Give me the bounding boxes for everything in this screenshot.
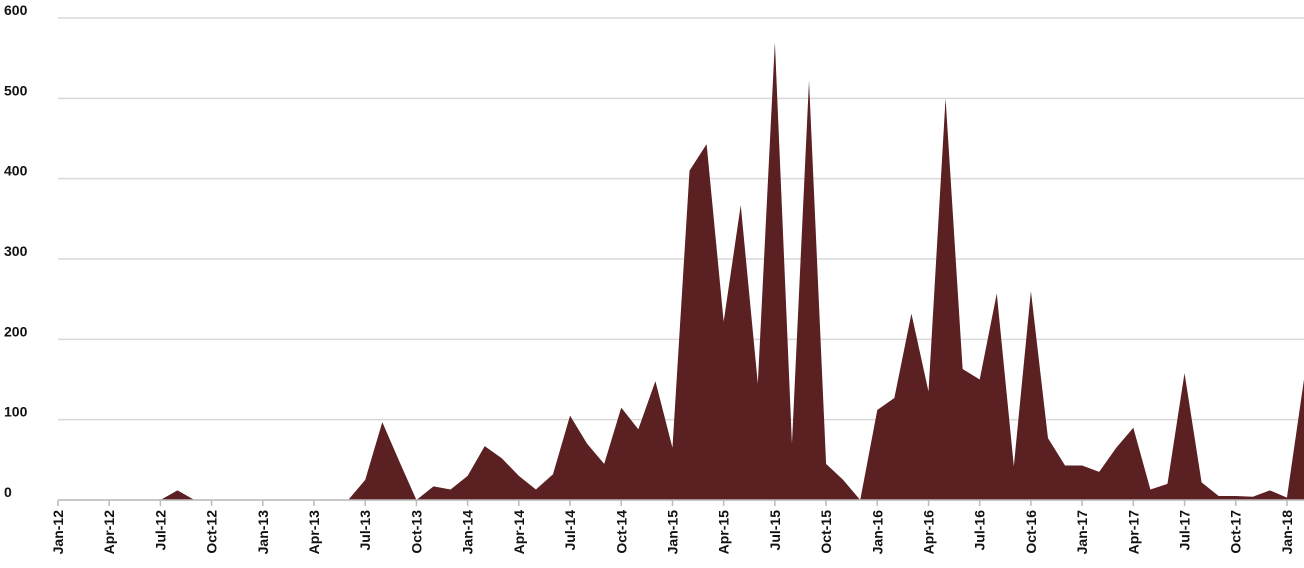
x-tick-label: Oct-16 xyxy=(1023,510,1039,554)
x-tick-label: Apr-14 xyxy=(511,510,527,555)
y-tick-label: 400 xyxy=(4,163,28,179)
x-tick-label: Jul-17 xyxy=(1177,510,1193,551)
x-tick-label: Apr-16 xyxy=(920,510,936,555)
x-tick-label: Jan-16 xyxy=(869,510,885,555)
x-tick-label: Jul-16 xyxy=(972,510,988,551)
y-tick-label: 200 xyxy=(4,323,28,339)
x-tick-label: Apr-15 xyxy=(716,510,732,555)
x-tick-label: Oct-15 xyxy=(818,510,834,554)
x-tick-label: Apr-17 xyxy=(1125,510,1141,555)
x-tick-label: Jan-13 xyxy=(255,510,271,555)
x-tick-label: Jul-15 xyxy=(767,510,783,551)
x-tick-label: Jul-12 xyxy=(152,510,168,551)
x-tick-label: Apr-12 xyxy=(101,510,117,555)
x-tick-label: Apr-13 xyxy=(306,510,322,555)
y-tick-label: 500 xyxy=(4,82,28,98)
x-tick-label: Jan-18 xyxy=(1279,510,1295,555)
y-tick-label: 600 xyxy=(4,2,28,18)
x-tick-label: Oct-17 xyxy=(1228,510,1244,554)
x-tick-label: Jan-17 xyxy=(1074,510,1090,555)
x-tick-label: Jul-14 xyxy=(562,510,578,551)
x-tick-label: Oct-13 xyxy=(408,510,424,554)
x-tick-label: Jan-14 xyxy=(460,510,476,555)
y-tick-label: 100 xyxy=(4,404,28,420)
area xyxy=(58,42,1304,500)
y-tick-label: 300 xyxy=(4,243,28,259)
x-tick-label: Oct-12 xyxy=(204,510,220,554)
x-tick-label: Jan-15 xyxy=(664,510,680,555)
y-tick-label: 0 xyxy=(4,484,12,500)
x-tick-label: Oct-14 xyxy=(613,510,629,554)
x-tick-label: Jan-12 xyxy=(50,510,66,555)
x-tick-label: Jul-13 xyxy=(357,510,373,551)
